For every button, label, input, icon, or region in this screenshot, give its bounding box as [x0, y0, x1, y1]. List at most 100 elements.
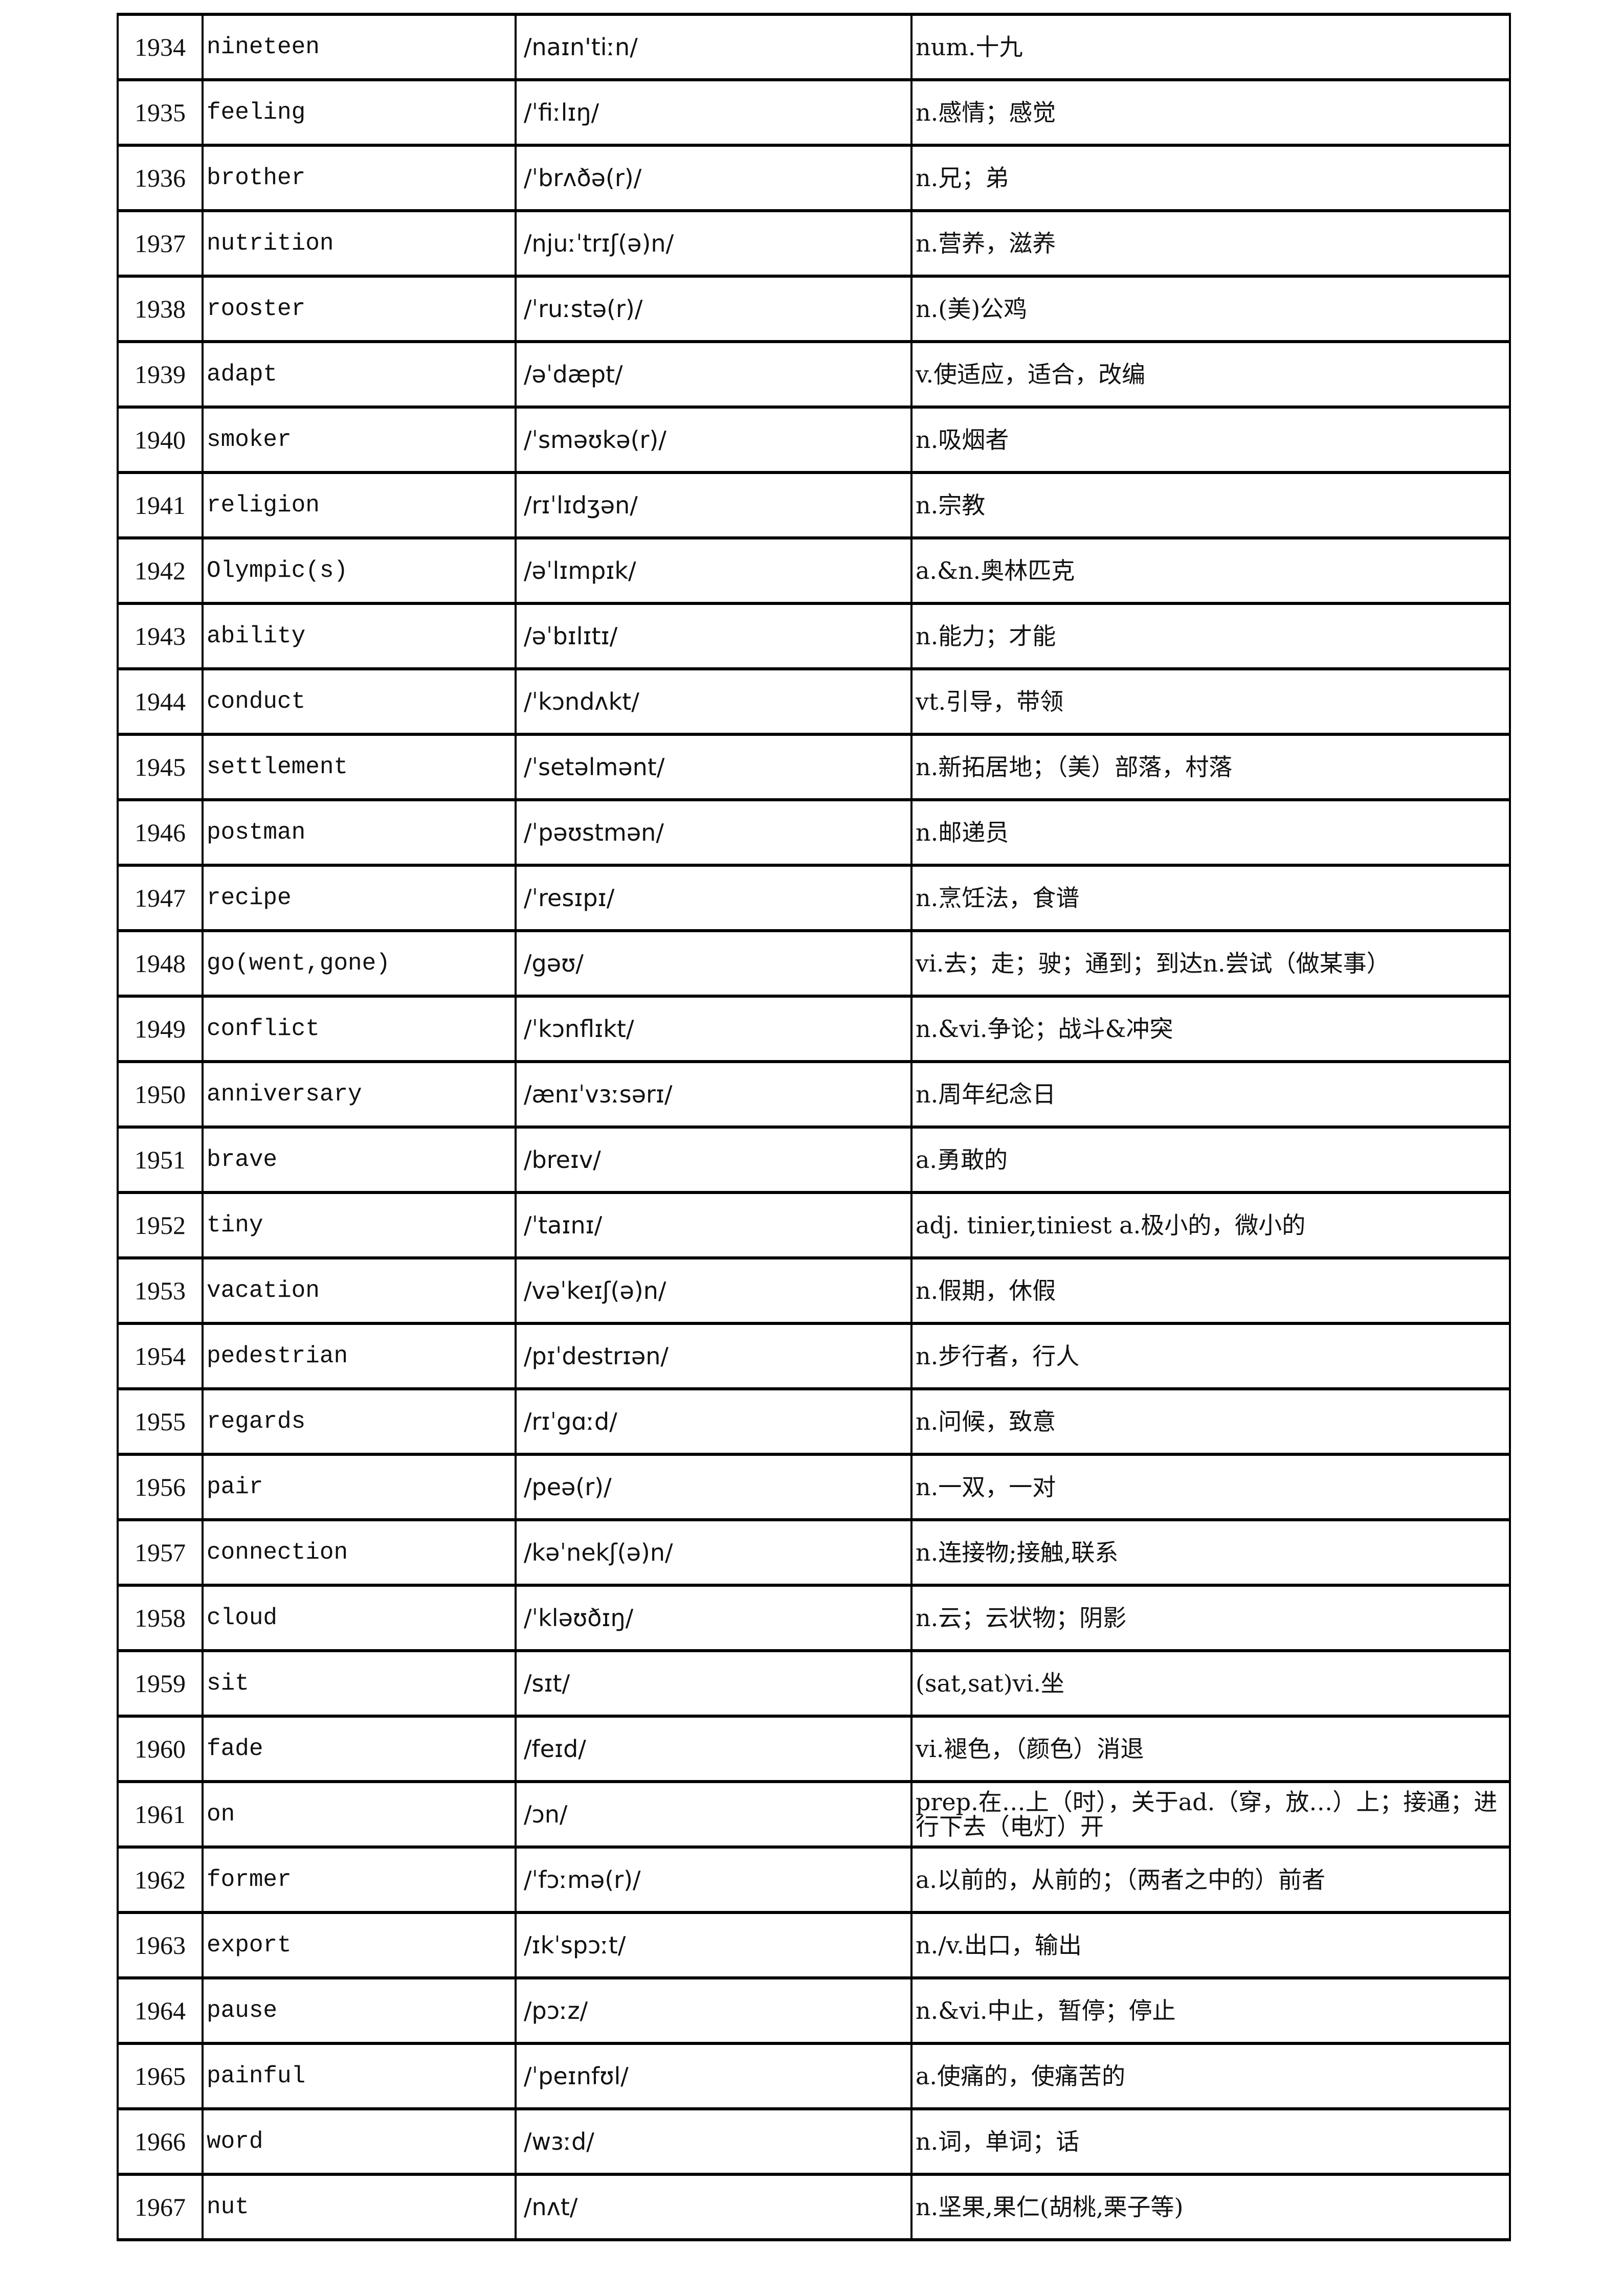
entry-meaning: n.邮递员 [910, 798, 1511, 867]
entry-word: conduct [202, 667, 517, 736]
entry-phonetic: /ˈsməʊkə(r)/ [515, 406, 913, 474]
entry-meaning: a.以前的，从前的；（两者之中的）前者 [910, 1845, 1511, 1914]
entry-phonetic: /ˈpəʊstmən/ [515, 798, 913, 867]
entry-phonetic: /ˈresɪpɪ/ [515, 864, 913, 932]
entry-phonetic: /rɪˈgɑːd/ [515, 1387, 913, 1456]
entry-number: 1955 [117, 1387, 204, 1456]
entry-word: nutrition [202, 209, 517, 278]
table-row: 1962 former/ˈfɔːmə(r)/a.以前的，从前的；（两者之中的）前者 [117, 1845, 1511, 1914]
entry-word: smoker [202, 406, 517, 474]
entry-meaning: n.(美)公鸡 [910, 275, 1511, 343]
entry-word: religion [202, 471, 517, 539]
entry-phonetic: /naɪn'tiːn/ [515, 13, 913, 81]
entry-word: export [202, 1911, 517, 1979]
entry-meaning: (sat,sat)vi.坐 [910, 1649, 1511, 1718]
entry-meaning: n.能力；才能 [910, 602, 1511, 670]
table-row: 1945 settlement/ˈsetəlmənt/n.新拓居地；（美）部落，村… [117, 733, 1511, 801]
entry-number: 1948 [117, 929, 204, 998]
entry-meaning: vi.褪色，（颜色）消退 [910, 1715, 1511, 1783]
entry-meaning: adj. tinier,tiniest a.极小的，微小的 [910, 1191, 1511, 1259]
table-row: 1935 feeling/ˈfiːlɪŋ/n.感情；感觉 [117, 78, 1511, 147]
entry-meaning: n.坚果,果仁(胡桃,栗子等) [910, 2173, 1511, 2241]
entry-number: 1953 [117, 1256, 204, 1325]
entry-phonetic: /ˈpeɪnfʊl/ [515, 2042, 913, 2110]
entry-number: 1943 [117, 602, 204, 670]
entry-number: 1936 [117, 144, 204, 212]
entry-meaning: n.词，单词；话 [910, 2107, 1511, 2176]
entry-phonetic: /ˈfiːlɪŋ/ [515, 78, 913, 147]
table-row: 1965 painful/ˈpeɪnfʊl/a.使痛的，使痛苦的 [117, 2042, 1511, 2110]
entry-phonetic: /pɔːz/ [515, 1976, 913, 2045]
entry-word: sit [202, 1649, 517, 1718]
entry-meaning: n.步行者，行人 [910, 1322, 1511, 1390]
entry-word: anniversary [202, 1060, 517, 1129]
entry-number: 1964 [117, 1976, 204, 2045]
entry-number: 1935 [117, 78, 204, 147]
entry-number: 1934 [117, 13, 204, 81]
entry-phonetic: /ˈruːstə(r)/ [515, 275, 913, 343]
entry-number: 1961 [117, 1780, 204, 1849]
entry-word: brave [202, 1126, 517, 1194]
entry-phonetic: /ˈkɔndʌkt/ [515, 667, 913, 736]
vocabulary-table-body: 1934 nineteen/naɪn'tiːn/num.十九 1935 feeling… [117, 13, 1511, 2241]
entry-meaning: n.烹饪法，食谱 [910, 864, 1511, 932]
table-row: 1956 pair/peə(r)/n.一双，一对 [117, 1453, 1511, 1521]
entry-phonetic: /ˈbrʌðə(r)/ [515, 144, 913, 212]
entry-word: vacation [202, 1256, 517, 1325]
table-row: 1939 adapt/əˈdæpt/v.使适应，适合，改编 [117, 340, 1511, 409]
entry-number: 1967 [117, 2173, 204, 2241]
table-row: 1944 conduct/ˈkɔndʌkt/vt.引导，带领 [117, 667, 1511, 736]
table-row: 1949 conflict/ˈkɔnflɪkt/n.&vi.争论；战斗&冲突 [117, 995, 1511, 1063]
entry-phonetic: /ˈfɔːmə(r)/ [515, 1845, 913, 1914]
entry-meaning: n.吸烟者 [910, 406, 1511, 474]
entry-meaning: n.一双，一对 [910, 1453, 1511, 1521]
entry-phonetic: /njuːˈtrɪʃ(ə)n/ [515, 209, 913, 278]
entry-phonetic: /vəˈkeɪʃ(ə)n/ [515, 1256, 913, 1325]
entry-word: former [202, 1845, 517, 1914]
entry-word: brother [202, 144, 517, 212]
entry-number: 1940 [117, 406, 204, 474]
table-row: 1955 regards/rɪˈgɑːd/n.问候，致意 [117, 1387, 1511, 1456]
table-row: 1934 nineteen/naɪn'tiːn/num.十九 [117, 13, 1511, 81]
table-row: 1947 recipe/ˈresɪpɪ/n.烹饪法，食谱 [117, 864, 1511, 932]
entry-phonetic: /əˈdæpt/ [515, 340, 913, 409]
entry-word: adapt [202, 340, 517, 409]
entry-phonetic: /kəˈnekʃ(ə)n/ [515, 1518, 913, 1587]
entry-number: 1937 [117, 209, 204, 278]
entry-word: cloud [202, 1584, 517, 1652]
entry-number: 1949 [117, 995, 204, 1063]
entry-number: 1942 [117, 536, 204, 605]
vocabulary-table: 1934 nineteen/naɪn'tiːn/num.十九 1935 feeling… [117, 13, 1511, 2241]
entry-phonetic: /ɔn/ [515, 1780, 913, 1849]
table-row: 1942 Olympic(s)/əˈlɪmpɪk/a.&n.奥林匹克 [117, 536, 1511, 605]
entry-number: 1957 [117, 1518, 204, 1587]
entry-phonetic: /peə(r)/ [515, 1453, 913, 1521]
table-row: 1960 fade/feɪd/vi.褪色，（颜色）消退 [117, 1715, 1511, 1783]
table-row: 1959 sit/sɪt/(sat,sat)vi.坐 [117, 1649, 1511, 1718]
entry-number: 1965 [117, 2042, 204, 2110]
table-row: 1946 postman/ˈpəʊstmən/n.邮递员 [117, 798, 1511, 867]
entry-word: settlement [202, 733, 517, 801]
table-row: 1963 export/ɪkˈspɔːt/n./v.出口，输出 [117, 1911, 1511, 1979]
entry-phonetic: /ænɪˈvɜːsərɪ/ [515, 1060, 913, 1129]
entry-word: pause [202, 1976, 517, 2045]
table-row: 1958 cloud/ˈkləʊðɪŋ/n.云；云状物；阴影 [117, 1584, 1511, 1652]
entry-word: recipe [202, 864, 517, 932]
entry-word: go(went,gone) [202, 929, 517, 998]
entry-phonetic: /ɪkˈspɔːt/ [515, 1911, 913, 1979]
entry-meaning: num.十九 [910, 13, 1511, 81]
entry-number: 1951 [117, 1126, 204, 1194]
entry-number: 1939 [117, 340, 204, 409]
table-row: 1938 rooster/ˈruːstə(r)/n.(美)公鸡 [117, 275, 1511, 343]
entry-number: 1950 [117, 1060, 204, 1129]
entry-word: regards [202, 1387, 517, 1456]
table-row: 1966 word/wɜːd/n.词，单词；话 [117, 2107, 1511, 2176]
table-row: 1940 smoker/ˈsməʊkə(r)/n.吸烟者 [117, 406, 1511, 474]
entry-meaning: n.连接物;接触,联系 [910, 1518, 1511, 1587]
table-row: 1967 nut/nʌt/n.坚果,果仁(胡桃,栗子等) [117, 2173, 1511, 2241]
table-row: 1937 nutrition/njuːˈtrɪʃ(ə)n/n.营养，滋养 [117, 209, 1511, 278]
entry-meaning: n.营养，滋养 [910, 209, 1511, 278]
entry-word: nut [202, 2173, 517, 2241]
entry-number: 1966 [117, 2107, 204, 2176]
entry-number: 1952 [117, 1191, 204, 1259]
